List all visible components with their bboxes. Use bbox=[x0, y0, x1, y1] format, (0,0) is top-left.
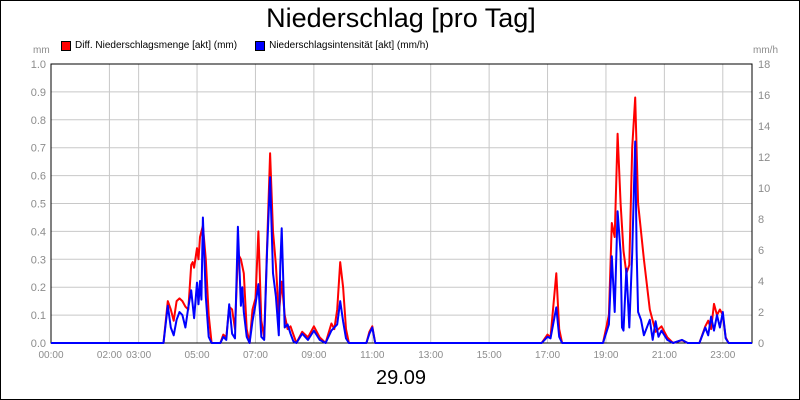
x-tick-label: 21:00 bbox=[652, 350, 677, 361]
left-tick-label: 0.6 bbox=[31, 171, 46, 183]
x-tick-label: 00:00 bbox=[38, 350, 63, 361]
left-tick-label: 1.0 bbox=[31, 59, 46, 71]
right-tick-label: 12 bbox=[758, 152, 770, 164]
right-tick-label: 0 bbox=[758, 338, 764, 350]
right-tick-label: 6 bbox=[758, 245, 764, 257]
legend: Diff. Niederschlagsmenge [akt] (mm) Nied… bbox=[61, 40, 429, 51]
x-tick-label: 19:00 bbox=[593, 350, 618, 361]
left-tick-label: 0.5 bbox=[31, 199, 46, 211]
legend-label-menge: Diff. Niederschlagsmenge [akt] (mm) bbox=[75, 40, 238, 51]
x-tick-label: 13:00 bbox=[418, 350, 443, 361]
right-tick-label: 16 bbox=[758, 90, 770, 102]
x-tick-label: 15:00 bbox=[477, 350, 502, 361]
chart-title: Niederschlag [pro Tag] bbox=[266, 3, 536, 33]
right-tick-label: 10 bbox=[758, 183, 770, 195]
right-tick-label: 18 bbox=[758, 59, 770, 71]
left-tick-label: 0.3 bbox=[31, 254, 46, 266]
x-tick-label: 07:00 bbox=[243, 350, 268, 361]
left-tick-label: 0.9 bbox=[31, 87, 46, 99]
left-tick-label: 0.8 bbox=[31, 115, 46, 127]
legend-label-intensitaet: Niederschlagsintensität [akt] (mm/h) bbox=[269, 40, 429, 51]
x-tick-label: 23:00 bbox=[710, 350, 735, 361]
left-tick-label: 0.1 bbox=[31, 310, 46, 322]
legend-swatch-blue bbox=[255, 40, 266, 51]
x-tick-label: 09:00 bbox=[301, 350, 326, 361]
right-tick-label: 2 bbox=[758, 307, 764, 319]
x-tick-label: 17:00 bbox=[535, 350, 560, 361]
legend-item-menge: Diff. Niederschlagsmenge [akt] (mm) bbox=[61, 40, 237, 51]
right-tick-label: 8 bbox=[758, 214, 764, 226]
left-axis-unit: mm bbox=[33, 45, 50, 56]
left-tick-label: 0.7 bbox=[31, 143, 46, 155]
right-tick-label: 4 bbox=[758, 276, 764, 288]
legend-item-intensitaet: Niederschlagsintensität [akt] (mm/h) bbox=[255, 40, 429, 51]
right-axis-unit: mm/h bbox=[753, 45, 778, 56]
x-tick-label: 05:00 bbox=[185, 350, 210, 361]
series-line-intensitaet bbox=[51, 140, 752, 344]
plot-frame bbox=[50, 63, 753, 344]
date-label: 29.09 bbox=[375, 367, 427, 389]
series-line-menge bbox=[51, 96, 752, 344]
left-tick-label: 0.2 bbox=[31, 282, 46, 294]
right-tick-label: 14 bbox=[758, 121, 770, 133]
left-tick-label: 0.4 bbox=[31, 226, 46, 238]
left-tick-label: 0.0 bbox=[31, 338, 46, 350]
legend-swatch-red bbox=[61, 40, 71, 51]
x-tick-label: 11:00 bbox=[360, 350, 385, 361]
x-tick-label: 03:00 bbox=[126, 350, 151, 361]
x-tick-label: 02:00 bbox=[97, 350, 122, 361]
plot-area bbox=[51, 64, 752, 343]
